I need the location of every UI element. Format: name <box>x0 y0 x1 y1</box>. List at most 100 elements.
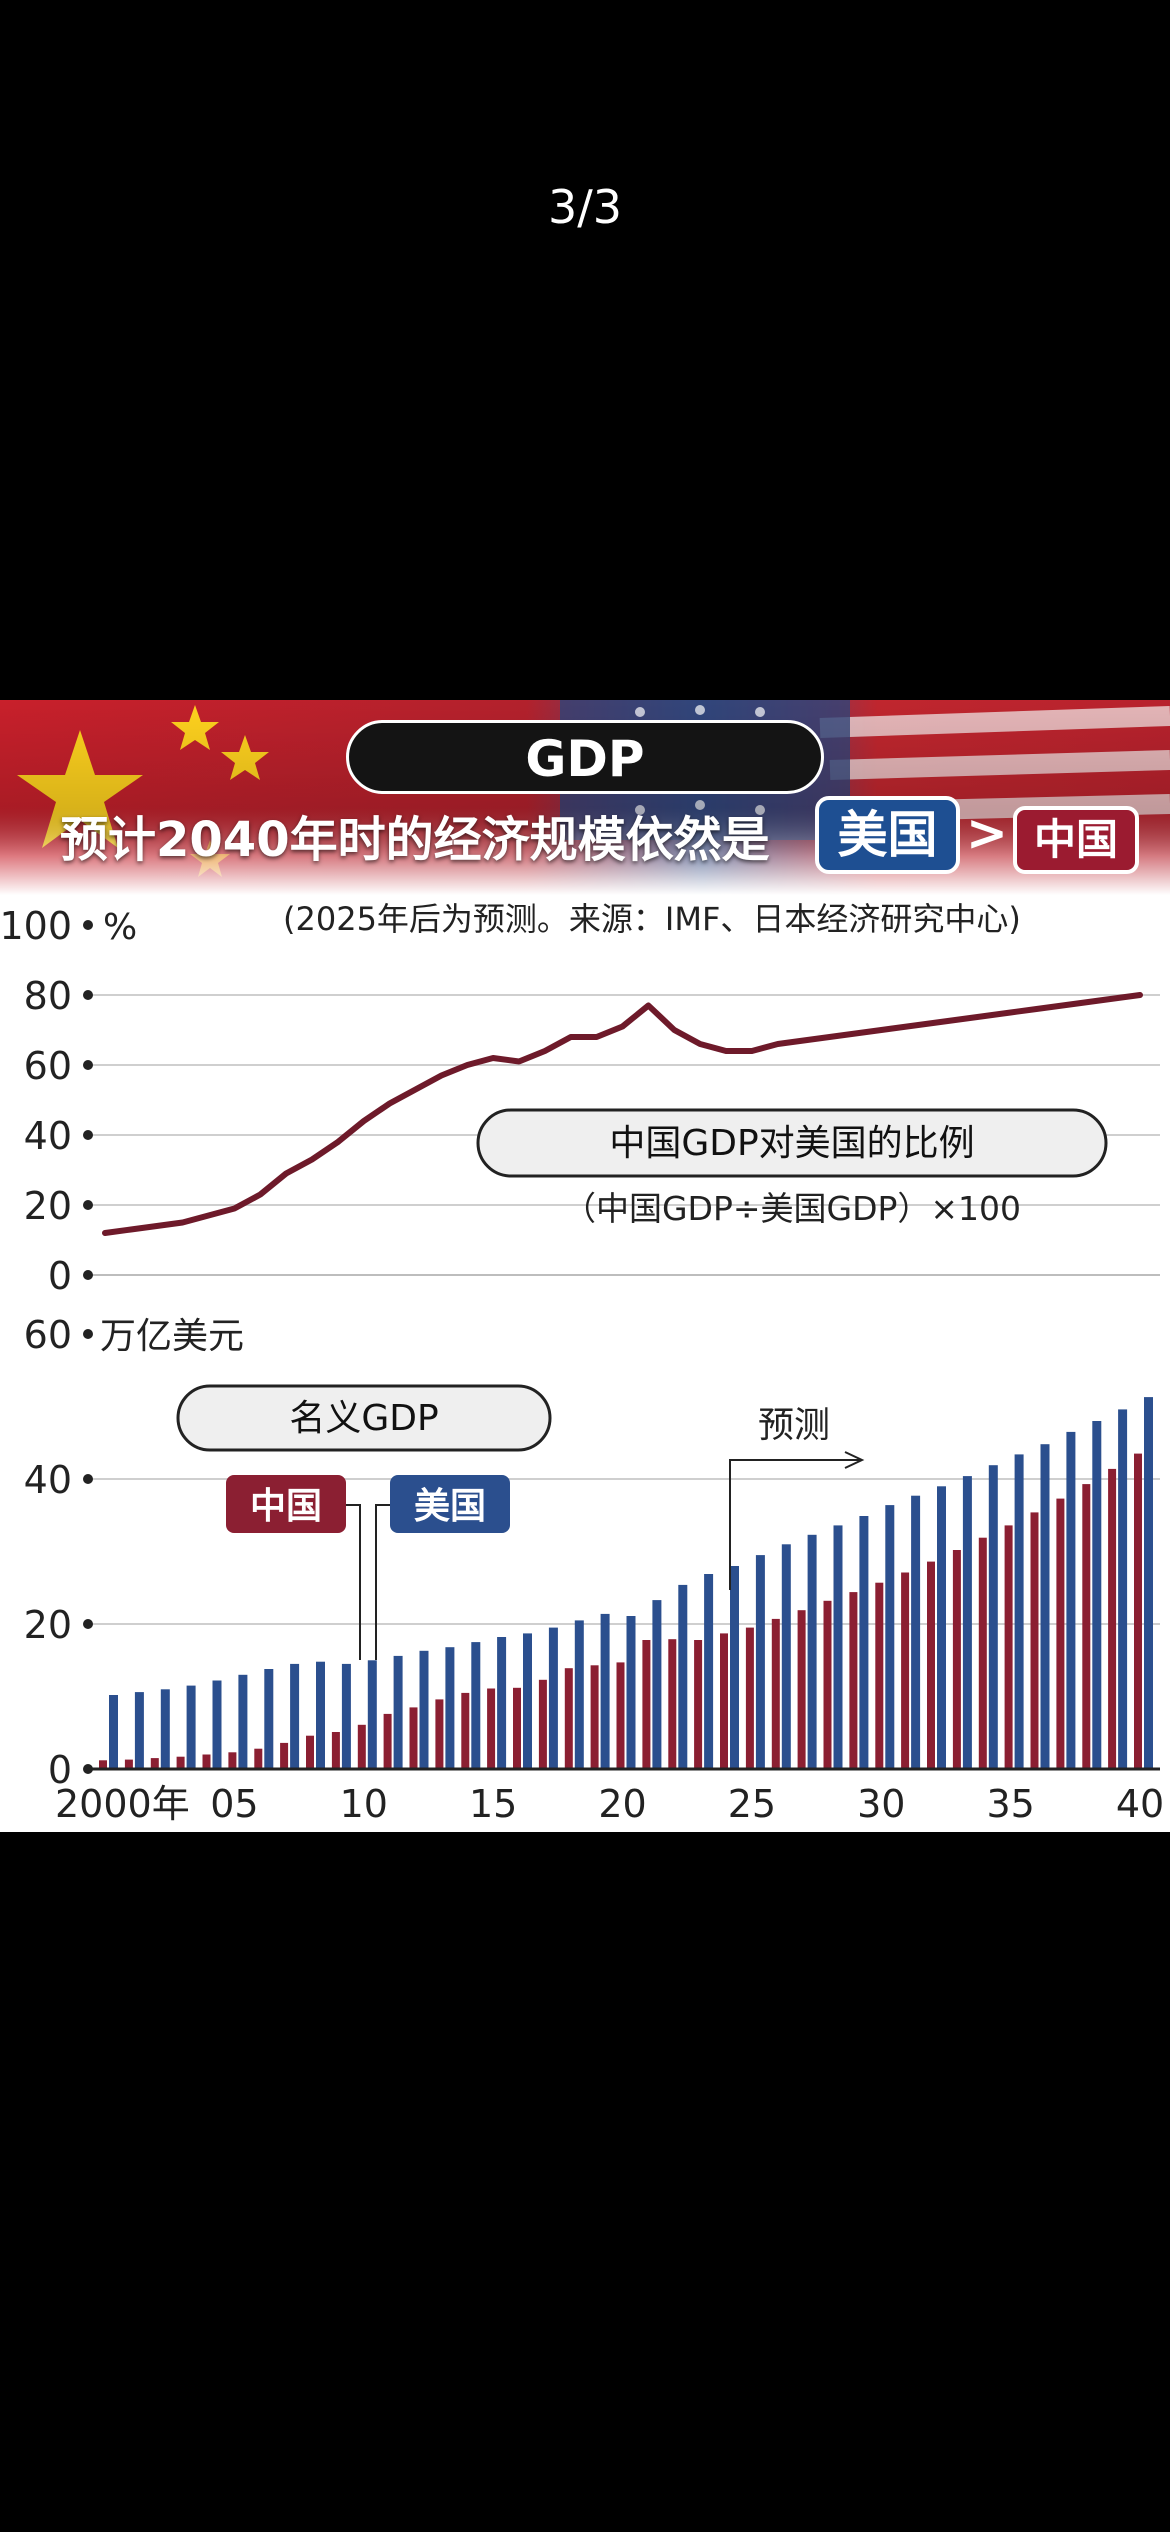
bar-usa <box>290 1663 300 1769</box>
x-tick-label: 2000年 <box>55 1782 190 1826</box>
bar-usa <box>1118 1409 1128 1769</box>
badge-usa: 美国 <box>815 796 960 874</box>
y-tick-label: 60 <box>24 1313 72 1357</box>
bar-china <box>176 1756 185 1769</box>
bar-china <box>461 1692 470 1769</box>
bar-usa <box>341 1663 351 1769</box>
bar-usa <box>781 1544 791 1770</box>
y-tick-dot <box>83 990 93 1000</box>
bar-china <box>590 1665 599 1769</box>
bar-china <box>616 1662 625 1769</box>
bar-china <box>1082 1484 1091 1769</box>
page-indicator: 3/3 <box>547 180 623 234</box>
forecast-arrow-head <box>844 1451 865 1469</box>
bar-usa <box>134 1692 144 1769</box>
bar-usa <box>937 1486 946 1770</box>
bar-china <box>99 1760 107 1769</box>
y-tick-dot <box>83 1619 93 1629</box>
legend-usa-swatch <box>390 1475 510 1533</box>
ratio-label: 中国GDP对美国的比例 <box>609 1123 974 1164</box>
bar-china <box>538 1679 547 1769</box>
y-tick-label: 60 <box>24 1044 72 1088</box>
legend-usa-label: 美国 <box>414 1486 486 1527</box>
y-tick-label: 40 <box>24 1114 72 1158</box>
bar-china <box>797 1610 806 1769</box>
bar-china <box>150 1758 159 1769</box>
badge-china: 中国 <box>1013 806 1139 874</box>
flag-banner: GDP 预计2040年时的经济规模依然是 美国 > 中国 <box>0 700 1170 895</box>
bar-china <box>901 1572 910 1769</box>
bar-china <box>1134 1453 1142 1769</box>
bar-usa <box>807 1534 817 1769</box>
bar-usa <box>109 1695 118 1769</box>
y-tick-label: 20 <box>24 1184 72 1228</box>
bar-usa <box>730 1566 739 1769</box>
bar-china <box>1030 1512 1039 1769</box>
chart-title: GDP <box>346 720 824 794</box>
bar-usa <box>523 1633 532 1769</box>
x-tick-label: 35 <box>986 1782 1034 1826</box>
y-tick-dot <box>83 1474 93 1484</box>
bar-china <box>331 1732 340 1769</box>
bar-usa <box>988 1465 998 1769</box>
y-tick-label: 20 <box>24 1603 72 1647</box>
ratio-label-box <box>476 1108 1108 1178</box>
bar-china <box>978 1537 987 1769</box>
y-tick-dot <box>83 920 93 930</box>
legend-leader-china <box>346 1504 361 1660</box>
chart-canvas: (2025年后为预测。来源：IMF、日本经济研究中心)020406080100%… <box>0 900 1164 1826</box>
bar-usa <box>367 1660 377 1770</box>
bar-china <box>720 1633 728 1769</box>
bar-usa <box>264 1669 274 1769</box>
bar-usa <box>393 1655 403 1769</box>
bar-china <box>280 1742 289 1769</box>
ratio-line <box>102 992 1143 1236</box>
bar-china <box>513 1687 521 1769</box>
bar-china <box>745 1627 754 1769</box>
y-tick-dot <box>83 1270 93 1280</box>
bar-china <box>823 1600 832 1769</box>
bar-usa <box>885 1505 895 1769</box>
y-tick-label: 80 <box>24 974 72 1018</box>
bar-china <box>409 1707 418 1769</box>
nominal-gdp-label-box <box>176 1384 552 1452</box>
bar-china <box>694 1640 703 1769</box>
y-tick-label: 40 <box>24 1458 72 1502</box>
y-tick-label: 100 <box>0 904 72 948</box>
greater-than-symbol: > <box>966 804 1008 862</box>
bar-china <box>124 1759 133 1769</box>
bar-usa <box>1014 1454 1024 1769</box>
bar-usa <box>419 1650 429 1769</box>
bar-china <box>435 1699 444 1769</box>
bar-usa <box>704 1574 714 1769</box>
bar-china <box>952 1550 961 1769</box>
x-tick-label: 30 <box>857 1782 905 1826</box>
bar-usa <box>212 1680 222 1769</box>
bar-usa <box>160 1689 170 1770</box>
chart-subtitle: (2025年后为预测。来源：IMF、日本经济研究中心) <box>283 900 1021 938</box>
x-tick-label: 25 <box>728 1782 776 1826</box>
x-tick-label: 40 <box>1116 1782 1164 1826</box>
y-tick-dot <box>83 1130 93 1140</box>
bar-usa <box>600 1613 610 1769</box>
bar-usa <box>626 1616 636 1769</box>
bar-usa <box>186 1685 196 1769</box>
bar-usa <box>574 1620 584 1769</box>
bar-china <box>1108 1468 1117 1769</box>
bar-china <box>642 1640 651 1769</box>
bar-usa <box>859 1516 869 1769</box>
legend-china-swatch <box>226 1475 346 1533</box>
y-tick-dot <box>83 1329 93 1339</box>
bar-usa <box>548 1627 558 1769</box>
x-tick-label: 20 <box>598 1782 646 1826</box>
bar-china <box>254 1748 263 1769</box>
y-tick-dot <box>83 1200 93 1210</box>
x-tick-label: 10 <box>340 1782 388 1826</box>
legend-china-label: 中国 <box>250 1486 322 1527</box>
bar-china <box>875 1582 884 1769</box>
bar-china <box>564 1668 573 1769</box>
gdp-infographic: GDP 预计2040年时的经济规模依然是 美国 > 中国 (2025年后为预测。… <box>0 700 1170 1832</box>
forecast-arrow-line <box>729 1459 860 1590</box>
bar-china <box>306 1735 314 1769</box>
forecast-label: 预测 <box>758 1405 830 1446</box>
